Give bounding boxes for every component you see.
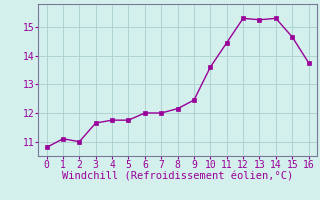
X-axis label: Windchill (Refroidissement éolien,°C): Windchill (Refroidissement éolien,°C) — [62, 172, 293, 182]
